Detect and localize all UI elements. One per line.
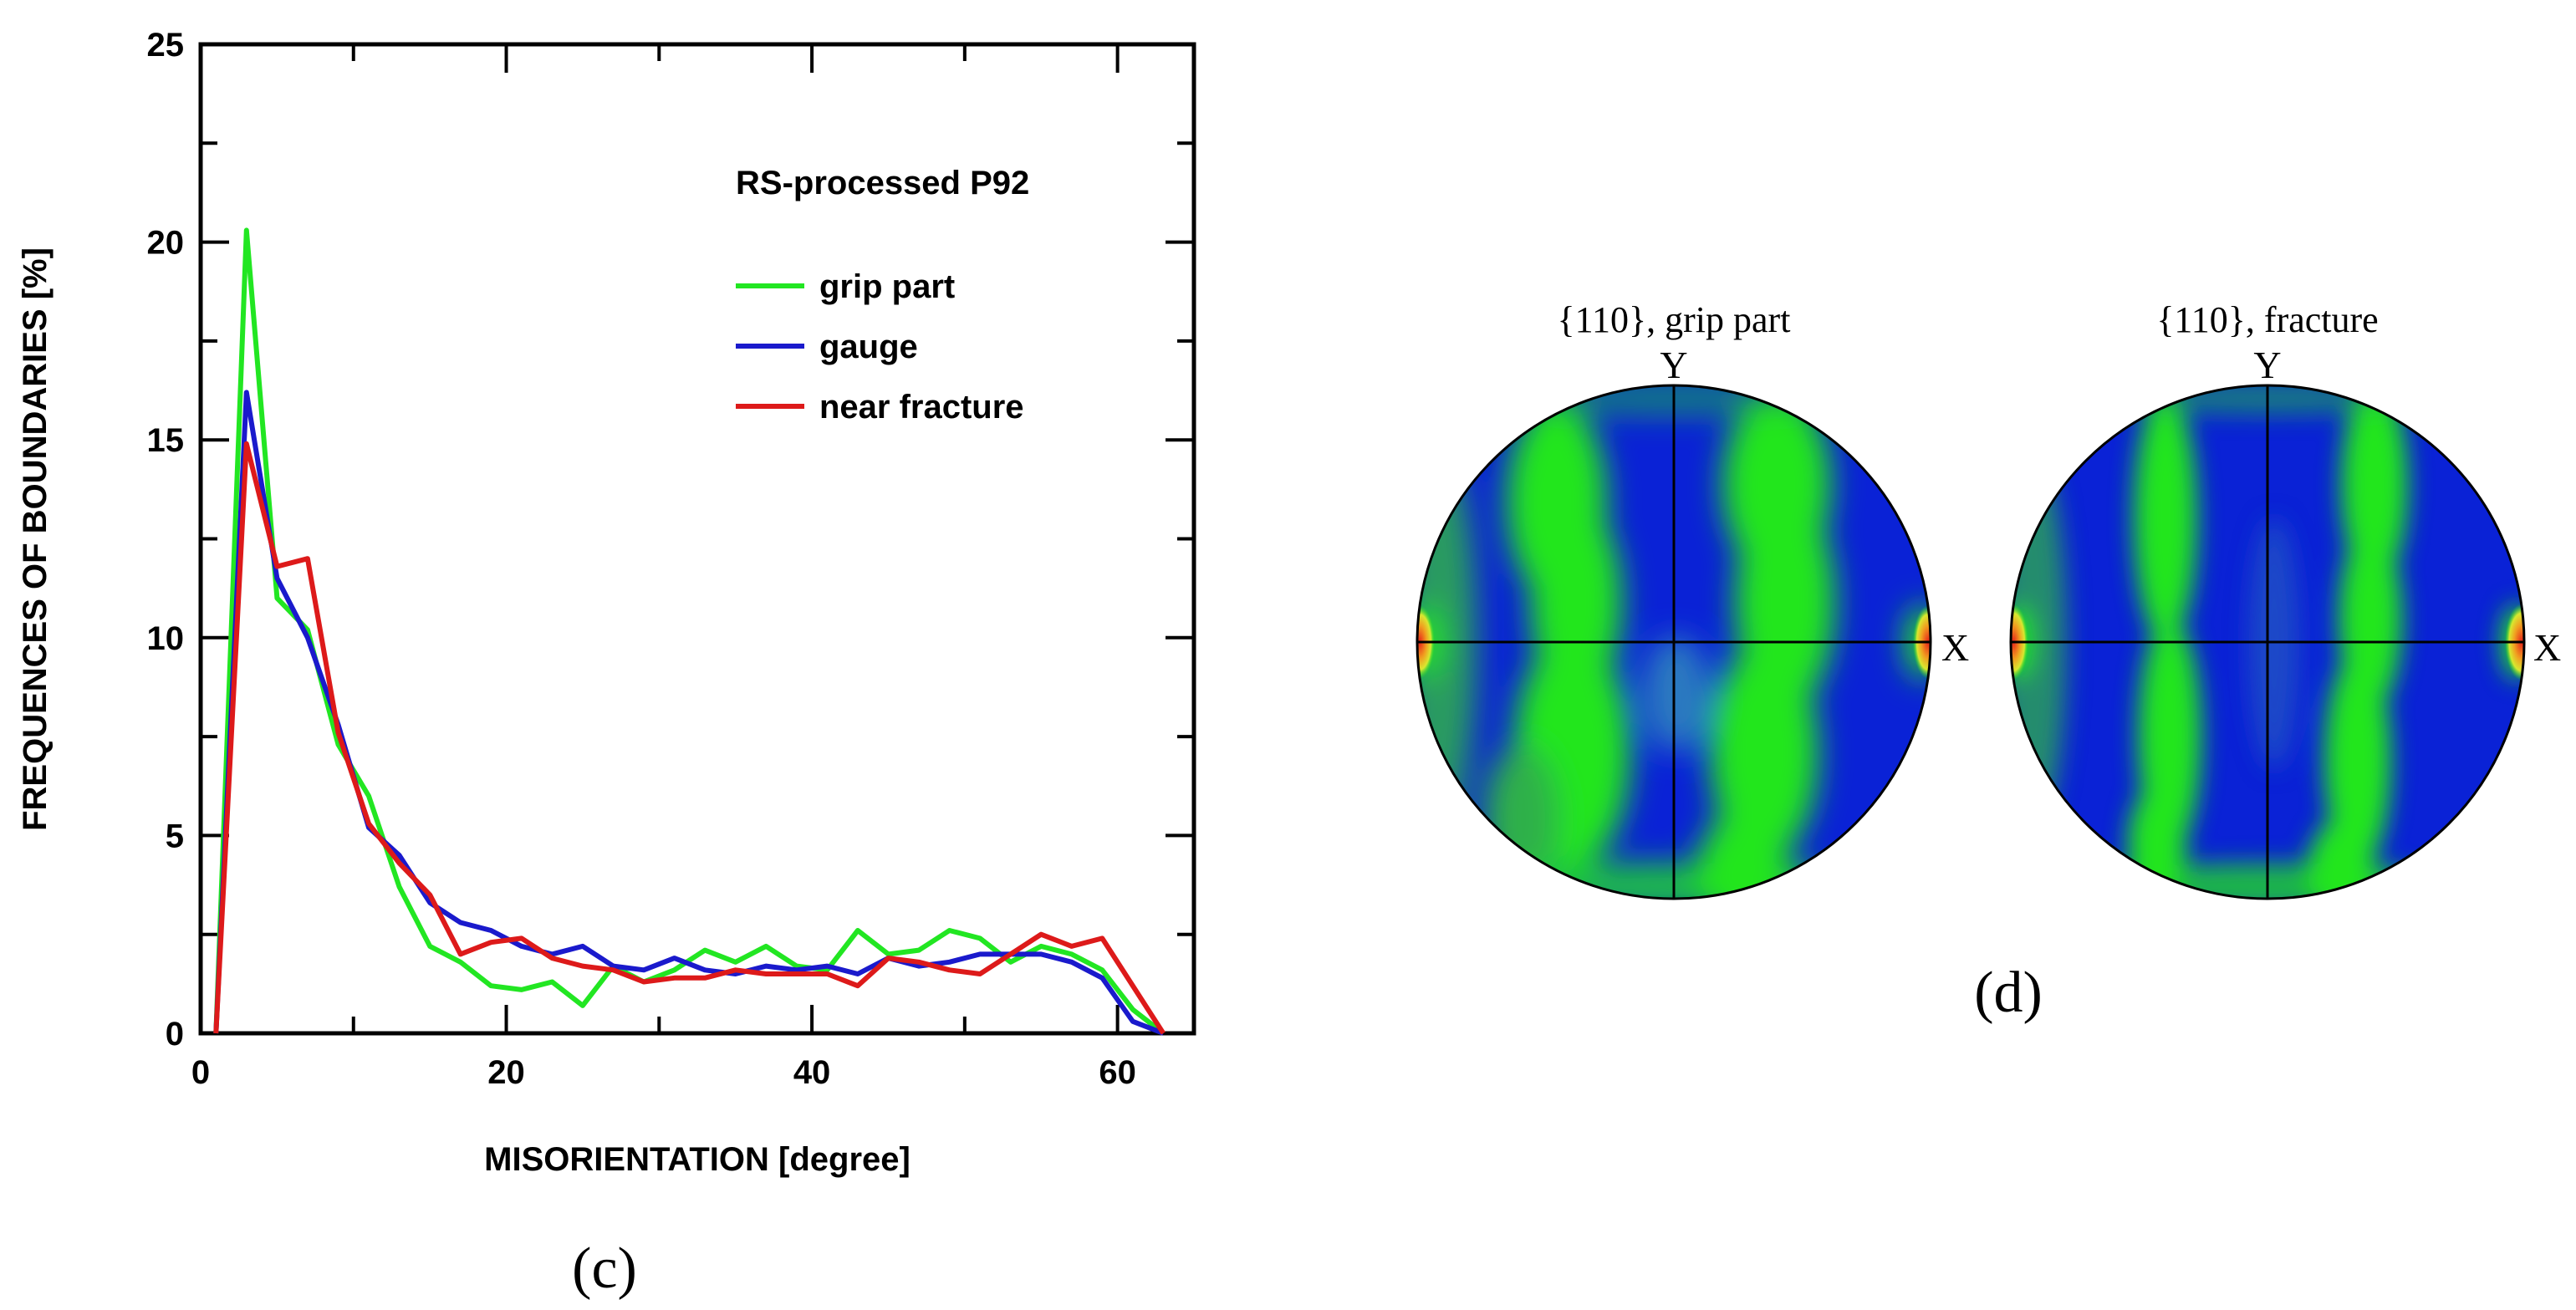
series-line-gauge [213,390,1165,1036]
y-tick-label: 25 [147,27,185,64]
series-line-grip-part [213,227,1166,1036]
pole-figure-grip-part: {110}, grip part Y X [1416,299,1969,900]
pole-figure-fracture: {110}, fracture Y X [2009,299,2561,900]
x-tick-label: 60 [1099,1054,1136,1091]
legend-label-gauge: gauge [819,329,918,365]
x-tick-label: 20 [487,1054,525,1091]
series-line-near-fracture [213,441,1166,1035]
legend: grip part gauge near fracture [736,268,1024,426]
chart-title: RS-processed P92 [736,165,1029,201]
pole-figures: {110}, grip part Y X [1416,299,2561,1025]
y-tick-label: 0 [166,1016,184,1053]
plot-frame [198,42,1196,1036]
y-tick-label: 5 [166,818,184,854]
y-tick-label: 10 [147,620,185,657]
pole-figure-1-x-label: X [1941,626,1969,669]
panel-label-d: (d) [1974,961,2043,1025]
x-tick-label: 40 [793,1054,831,1091]
pole-figure-1-title: {110}, grip part [1558,299,1791,340]
legend-label-near-fracture: near fracture [819,389,1024,426]
pole-figure-2-x-label: X [2533,626,2561,669]
y-axis-ticks: 0 5 10 15 20 25 [147,27,1194,1053]
pole-figure-2-title: {110}, fracture [2156,299,2378,340]
misorientation-chart: 0 5 10 15 20 25 0 20 40 60 FREQUENCES OF BOUNDAR… [17,27,1196,1301]
legend-label-grip-part: grip part [819,268,955,305]
pole-figure-2-y-label: Y [2253,344,2281,386]
pole-figure-1-y-label: Y [1660,344,1687,386]
y-tick-label: 15 [147,422,185,459]
x-axis-ticks: 0 20 40 60 [191,44,1136,1091]
x-tick-label: 0 [191,1054,210,1091]
y-tick-label: 20 [147,225,185,262]
series-lines [213,227,1166,1036]
y-axis-label: FREQUENCES OF BOUNDARIES [%] [17,247,54,831]
x-axis-label: MISORIENTATION [degree] [484,1141,911,1178]
panel-label-c: (c) [572,1236,637,1301]
